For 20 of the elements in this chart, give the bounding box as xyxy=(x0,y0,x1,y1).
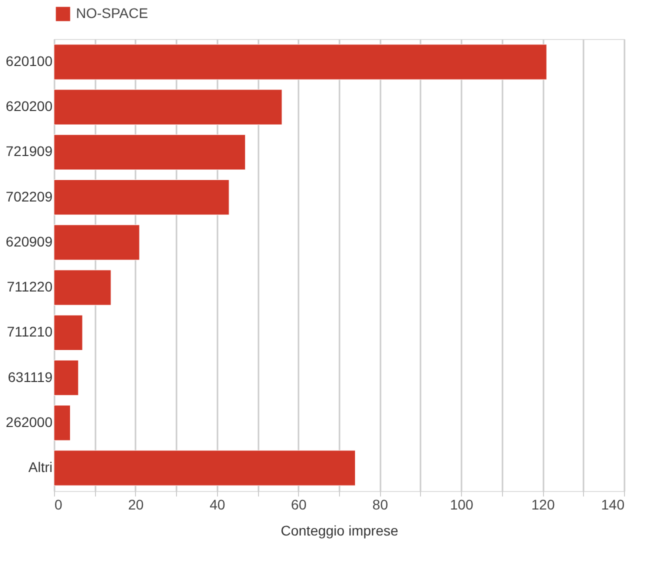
y-tick-label: 721909 xyxy=(6,143,53,160)
y-tick-label: Altri xyxy=(28,458,52,475)
x-axis-title: Conteggio imprese xyxy=(280,522,398,538)
y-tick-label: 620909 xyxy=(6,233,53,250)
y-tick-label: 711220 xyxy=(6,278,53,295)
y-tick-label: 620100 xyxy=(6,53,53,70)
x-tick-label: 20 xyxy=(128,496,144,512)
y-tick-label: 262000 xyxy=(6,414,53,430)
x-tick-label: 40 xyxy=(210,496,226,512)
legend-label: NO-SPACE xyxy=(76,5,148,21)
y-tick-label: 702209 xyxy=(6,188,53,204)
x-tick-label: 60 xyxy=(290,496,307,512)
y-tick-label: 631119 xyxy=(8,368,53,385)
x-tick-label: 80 xyxy=(372,496,388,512)
x-tick-label: 120 xyxy=(531,496,555,512)
x-tick-label: 100 xyxy=(450,496,474,512)
x-tick-label: 0 xyxy=(54,496,62,512)
y-tick-label: 711210 xyxy=(6,324,53,340)
y-tick-label: 620200 xyxy=(6,98,53,114)
x-tick-label: 140 xyxy=(601,496,625,512)
